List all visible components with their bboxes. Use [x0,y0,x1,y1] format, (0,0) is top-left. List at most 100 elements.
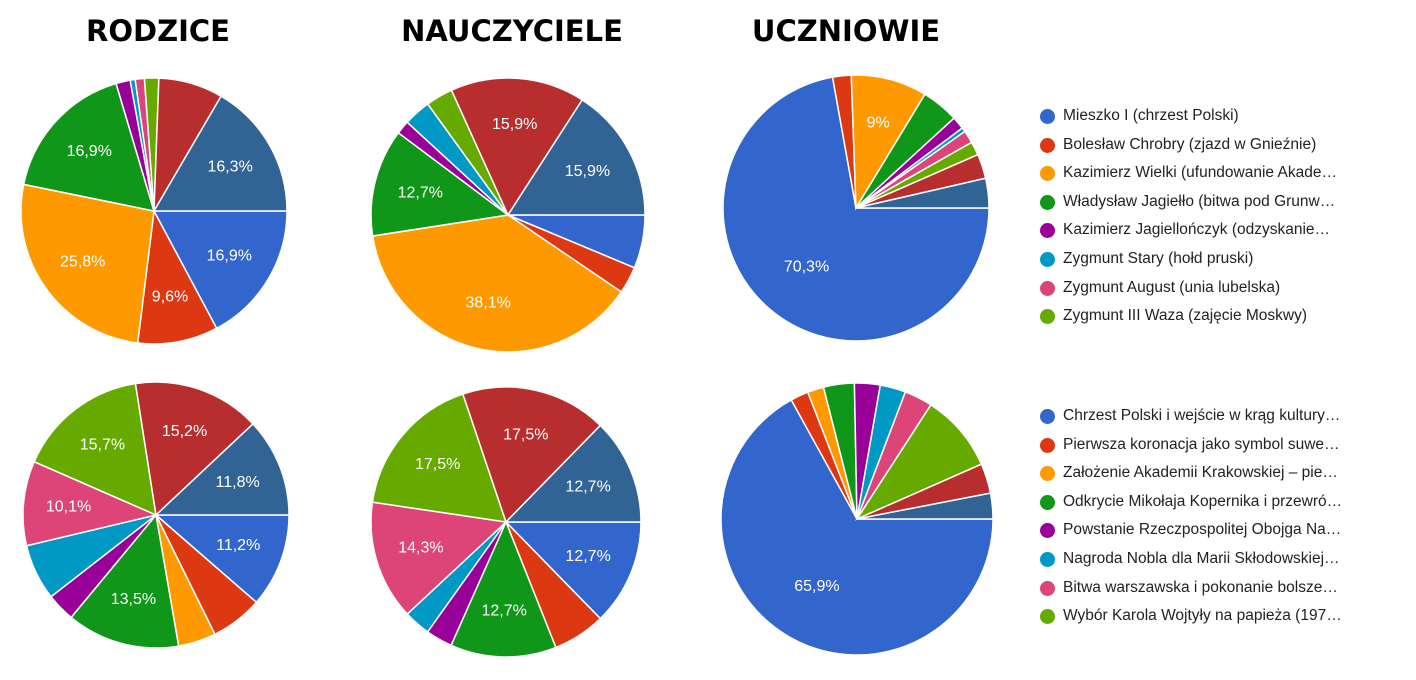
slice-label: 12,7% [398,184,443,201]
legend-swatch [1040,109,1055,124]
legend-label: Mieszko I (chrzest Polski) [1063,107,1239,124]
slice-label: 13,5% [111,591,156,608]
pie-slice [461,386,602,524]
slice-label: 16,9% [67,143,112,160]
legend-item: Zygmunt Stary (hołd pruski) [1040,245,1410,274]
slice-label: 17,5% [415,456,460,473]
pie-slice [22,82,156,212]
legend-swatch [1040,137,1055,153]
legend-top: Mieszko I (chrzest Polski) Bolesław Chrob… [1040,102,1410,331]
pie-nauczyciele-top: 38,1% 12,7% 15,9% 15,9% [370,77,646,353]
legend-label: Powstanie Rzeczpospolitej Obojga Na… [1063,521,1342,539]
pie-slice [850,74,926,211]
legend-label: Władysław Jagiełło (bitwa pod Grunw… [1063,192,1336,210]
pie-slice [450,77,584,217]
legend-item: Mieszko I (chrzest Polski) [1040,102,1410,131]
slice-label: 17,5% [503,426,548,443]
legend-label: Bitwa warszawska i pokonanie bolsze… [1063,578,1338,596]
legend-item: Powstanie Rzeczpospolitej Obojga Na… [1040,516,1410,545]
legend-label: Kazimierz Jagiellończyk (odzyskanie… [1063,221,1331,239]
pie-slice [506,98,646,216]
legend-item: Chrzest Polski i wejście w krąg kultury… [1040,402,1410,431]
slice-label: 12,7% [565,479,610,496]
legend-item: Pierwsza koronacja jako symbol suwe… [1040,431,1410,460]
legend-label: Wybór Karola Wojtyły na papieża (197… [1063,607,1342,625]
pie-slice [371,214,623,353]
pie-slice [371,393,508,523]
legend-swatch [1040,309,1055,325]
pie-slice [450,520,557,658]
legend-label: Założenie Akademii Krakowskiej – pie… [1063,464,1338,482]
pie-slice [504,424,642,523]
legend-swatch [1040,523,1055,539]
pie-slice [152,210,288,330]
legend-swatch [1040,166,1055,182]
slice-label: 15,7% [80,437,125,454]
legend-item: Wybór Karola Wojtyły na papieża (197… [1040,602,1410,631]
legend-item: Zygmunt August (unia lubelska) [1040,274,1410,303]
legend-item: Zygmunt III Waza (zajęcie Moskwy) [1040,302,1410,331]
legend-label: Chrzest Polski i wejście w krąg kultury… [1063,407,1341,424]
legend-item: Bitwa warszawska i pokonanie bolsze… [1040,574,1410,603]
legend-swatch [1040,251,1055,267]
legend-swatch [1040,466,1055,482]
chart-title-uczniowie: UCZNIOWIE [751,14,941,48]
slice-label: 12,7% [565,548,610,565]
slice-label: 14,3% [398,540,443,557]
legend-item: Odkrycie Mikołaja Kopernika i przewró… [1040,488,1410,517]
legend-label: Zygmunt Stary (hołd pruski) [1063,249,1254,267]
pie-rodzice-bottom: 11,2% 13,5% 10,1% 15,7% 15,2% 11,8% [22,381,290,649]
pie-slice [136,208,218,345]
pie-rodzice-top: 16,9% 9,6% 25,8% 16,9% 16,3% [20,77,288,345]
legend-swatch [1040,609,1055,625]
pie-uczniowie-bottom: 65,9% [720,382,994,656]
legend-label: Pierwsza koronacja jako symbol suwe… [1063,435,1340,453]
pie-slice [70,513,180,649]
chart-title-nauczyciele: NAUCZYCIELE [401,14,623,48]
slice-label: 15,9% [565,163,610,180]
slice-label: 70,3% [784,258,829,275]
legend-item: Bolesław Chrobry (zjazd w Gnieźnie) [1040,131,1410,160]
legend-label: Bolesław Chrobry (zjazd w Gnieźnie) [1063,135,1317,153]
slice-label: 11,2% [216,537,260,554]
chart-title-rodzice: RODZICE [86,14,230,48]
legend-bottom: Chrzest Polski i wejście w krąg kultury…… [1040,402,1410,631]
slice-label: 16,3% [207,159,252,176]
pie-slice [154,422,290,516]
legend-swatch [1040,409,1055,424]
legend-item: Kazimierz Wielki (ufundowanie Akade… [1040,159,1410,188]
legend-item: Nagroda Nobla dla Marii Skłodowskiej… [1040,545,1410,574]
legend-item: Władysław Jagiełło (bitwa pod Grunw… [1040,188,1410,217]
legend-item: Założenie Akademii Krakowskiej – pie… [1040,459,1410,488]
slice-label: 9,6% [152,289,188,306]
slice-label: 65,9% [794,578,839,595]
pie-slice [153,514,290,604]
legend-label: Nagroda Nobla dla Marii Skłodowskiej… [1063,549,1340,567]
slice-label: 15,9% [492,116,537,133]
pie-slice [855,403,983,521]
pie-slice [20,183,155,344]
slice-label: 12,7% [481,602,526,619]
pie-slice [134,381,254,517]
slice-label: 11,8% [216,474,260,491]
pie-nauczyciele-bottom: 12,7% 12,7% 14,3% 17,5% 17,5% 12,7% [370,386,642,658]
legend-label: Zygmunt III Waza (zajęcie Moskwy) [1063,307,1308,325]
pie-slice [33,382,157,517]
pie-uczniowie-top: 70,3% 9% [722,74,990,342]
legend-swatch [1040,580,1055,596]
slice-label: 16,9% [207,247,252,264]
pie-slice [152,95,288,212]
legend-label: Zygmunt August (unia lubelska) [1063,278,1281,296]
pie-slice [720,398,994,656]
slice-label: 38,1% [465,294,510,311]
legend-swatch [1040,551,1055,567]
legend-swatch [1040,194,1055,210]
pie-slice [22,460,159,547]
slice-label: 25,8% [60,253,105,270]
legend-swatch [1040,494,1055,510]
pie-slice [856,492,994,520]
pie-slice [370,501,508,616]
legend-swatch [1040,280,1055,296]
legend-item: Kazimierz Jagiellończyk (odzyskanie… [1040,216,1410,245]
legend-swatch [1040,223,1055,239]
